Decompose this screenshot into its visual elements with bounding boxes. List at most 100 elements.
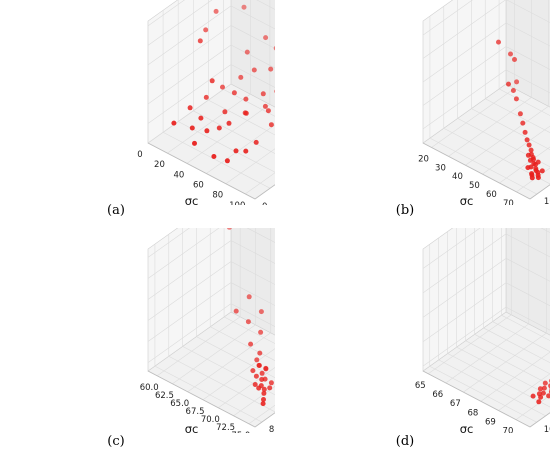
x-axis-line — [147, 142, 256, 200]
gridline — [428, 314, 512, 374]
data-point — [259, 370, 265, 376]
data-point — [243, 148, 249, 154]
caption-a: (a) — [107, 203, 125, 218]
data-point — [258, 329, 264, 335]
data-point — [253, 139, 259, 145]
data-point — [537, 386, 543, 392]
data-point — [528, 147, 534, 153]
scatter3d-panel-b: 2030405060701020304050601520253035σcmiFi… — [418, 0, 550, 205]
scatter3d-panel-c: 60.062.565.067.570.072.575.0810121416181… — [140, 228, 275, 433]
gridline — [147, 0, 185, 27]
gridline — [505, 233, 550, 258]
data-point — [262, 103, 268, 109]
x-axis-label: σc — [185, 422, 199, 433]
gridline — [147, 44, 232, 105]
data-point — [233, 308, 239, 314]
data-point — [260, 91, 266, 97]
data-point — [267, 385, 273, 391]
data-point — [506, 81, 511, 87]
gridline — [208, 99, 275, 136]
gridline — [186, 104, 271, 164]
gridline — [480, 351, 550, 402]
data-point — [254, 357, 260, 363]
gridline — [506, 0, 550, 23]
gridline — [422, 306, 507, 367]
data-point — [542, 380, 548, 386]
data-point — [525, 152, 531, 158]
data-point — [197, 38, 203, 44]
gridline — [498, 373, 550, 411]
x-tick-label: 60 — [193, 181, 204, 191]
data-point — [261, 397, 266, 402]
gridline — [233, 386, 275, 417]
x-tick-label: 70.0 — [201, 415, 220, 425]
data-point — [253, 373, 259, 379]
data-point — [241, 4, 247, 10]
gridline — [457, 118, 550, 168]
data-point — [513, 96, 519, 102]
y-tick-label: 10 — [544, 197, 550, 205]
gridline — [246, 228, 275, 243]
gridline — [147, 0, 213, 46]
x-tick-label: 70 — [503, 427, 514, 433]
data-point — [261, 386, 267, 392]
y-tick-label: 10.6 — [544, 425, 550, 433]
data-point — [259, 377, 265, 382]
gridline — [516, 167, 550, 193]
gridline — [422, 0, 473, 36]
gridline — [505, 69, 550, 94]
data-point — [530, 393, 536, 399]
gridline — [210, 326, 275, 361]
caption-b: (b) — [395, 203, 415, 218]
x-tick-label: 20 — [154, 160, 165, 170]
data-point — [536, 399, 542, 405]
gridline — [206, 124, 275, 174]
data-point — [213, 8, 219, 14]
x-axis-label: σc — [185, 194, 199, 205]
gridline — [505, 306, 550, 331]
gridline — [515, 395, 550, 420]
data-point — [260, 401, 266, 407]
data-point — [192, 140, 197, 146]
gridline — [465, 105, 549, 166]
data-point — [250, 368, 256, 374]
data-point — [538, 394, 544, 400]
data-point — [496, 39, 501, 45]
data-point — [224, 158, 230, 164]
gridline — [193, 110, 275, 154]
y-axis-line — [254, 412, 275, 428]
gridline — [465, 340, 550, 386]
data-point — [526, 142, 532, 148]
data-point — [541, 385, 547, 391]
gridline — [187, 332, 271, 393]
y-tick-label: 8 — [269, 425, 274, 433]
gridline — [154, 365, 263, 423]
data-point — [265, 108, 271, 114]
gridline — [172, 324, 256, 385]
gridline — [223, 316, 275, 344]
gridline — [167, 93, 251, 154]
gridline — [182, 346, 275, 396]
data-point — [243, 110, 249, 116]
data-point — [246, 294, 252, 300]
data-point — [258, 309, 264, 315]
gridline — [147, 228, 190, 258]
x-tick-label: 100 — [229, 201, 245, 205]
x-tick-label: 60.0 — [140, 383, 159, 393]
data-point — [245, 319, 251, 325]
data-point — [189, 125, 195, 131]
x-tick-label: 67.5 — [186, 407, 205, 417]
data-point — [512, 57, 517, 62]
data-point — [517, 111, 523, 117]
gridline — [505, 282, 550, 307]
gridline — [147, 240, 232, 300]
y-axis-line — [529, 184, 550, 200]
gridline — [147, 83, 232, 144]
data-point — [171, 120, 177, 126]
data-point — [520, 120, 526, 126]
y-axis-line — [529, 412, 550, 428]
gridline — [230, 303, 275, 327]
gridline — [483, 327, 550, 364]
gridline — [463, 332, 547, 393]
